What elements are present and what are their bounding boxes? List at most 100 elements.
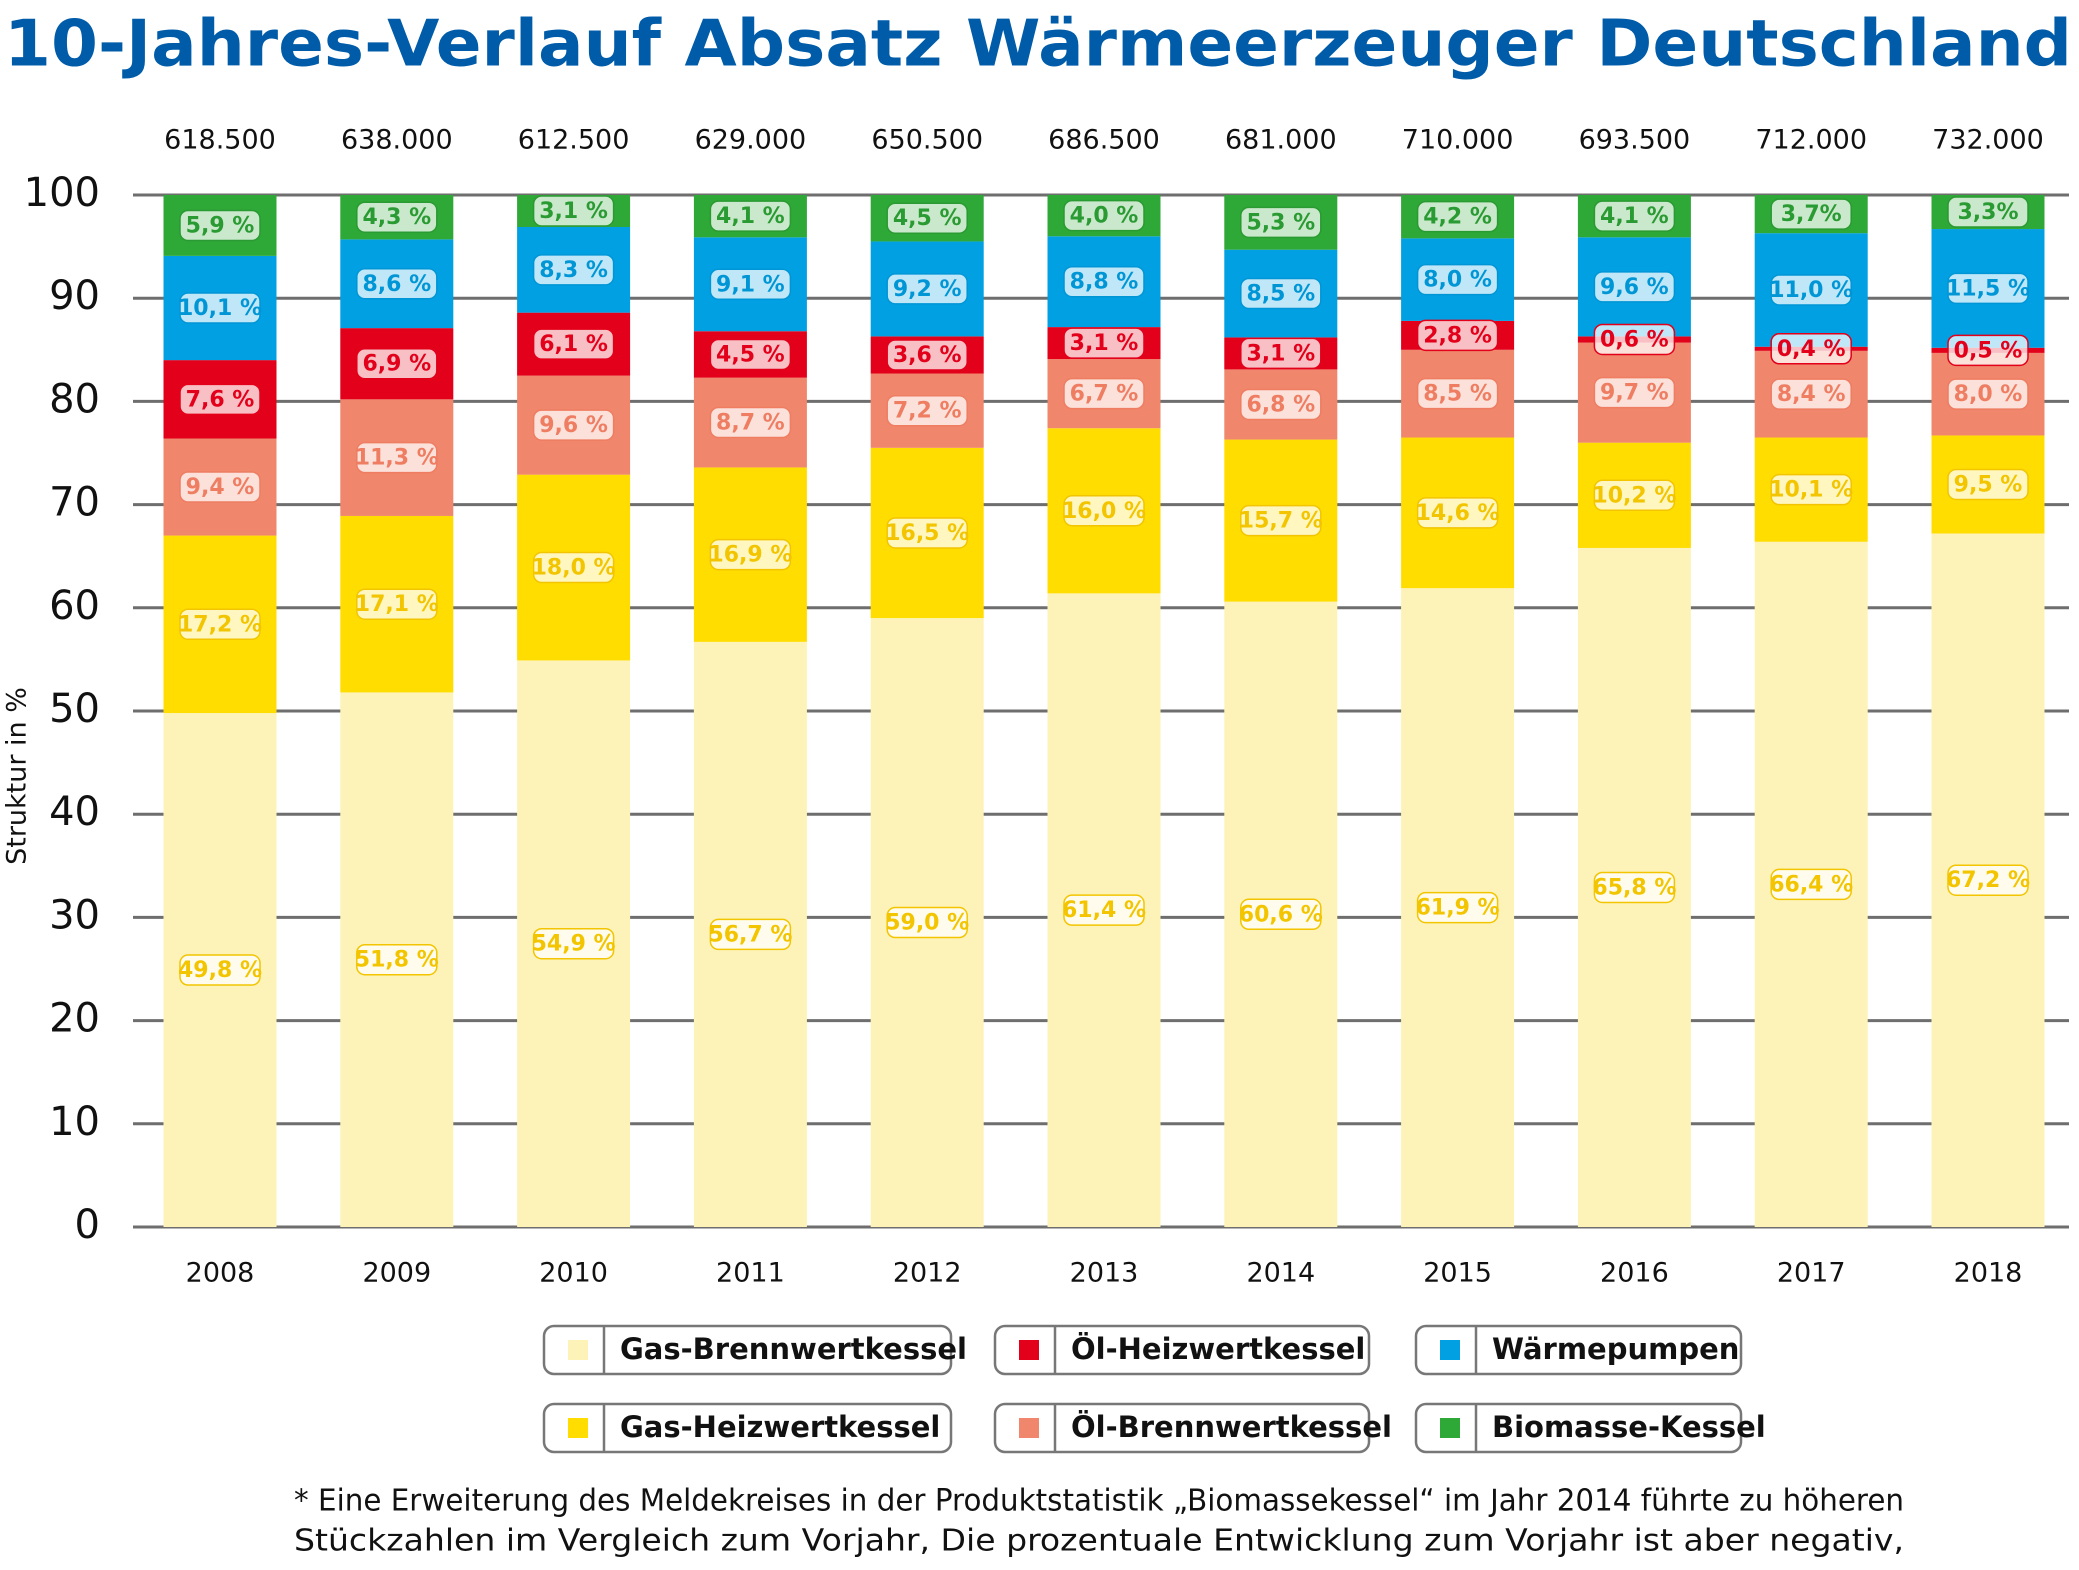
data-label-box	[1240, 337, 1322, 370]
data-label-box	[179, 608, 261, 641]
data-label-text: 11,3 %	[355, 446, 439, 471]
legend-label: Biomasse-Kessel	[1492, 1410, 1766, 1444]
data-label-text: 4,0 %	[1070, 204, 1139, 229]
data-label-box	[1947, 334, 2029, 367]
legend-label: Öl-Brennwertkessel	[1071, 1410, 1392, 1444]
data-label-box	[1240, 277, 1322, 310]
data-label-box	[709, 200, 792, 232]
data-label-text: 8,0 %	[1423, 268, 1492, 293]
data-label-box	[1240, 206, 1322, 239]
data-label-box	[1063, 377, 1145, 410]
data-label-text: 15,7 %	[1239, 509, 1323, 534]
data-label-box	[1063, 495, 1145, 527]
x-tick-label: 2009	[362, 1258, 431, 1289]
data-label: 51,8 %	[355, 943, 439, 976]
data-label-box	[532, 328, 615, 360]
data-label: 0,6 %	[1593, 323, 1676, 356]
data-label-text: 9,7 %	[1600, 381, 1669, 406]
data-label-box	[1770, 198, 1852, 230]
data-label: 54,9 %	[532, 927, 616, 960]
data-label: 8,8 %	[1063, 265, 1145, 298]
total-label: 629.000	[695, 125, 807, 156]
legend-item: Wärmepumpen	[1414, 1324, 1743, 1376]
legend-item: Öl-Brennwertkessel	[993, 1402, 1392, 1454]
data-label: 4,0 %	[1063, 199, 1145, 232]
data-label-text: 8,3 %	[539, 258, 608, 283]
data-label: 6,8 %	[1240, 388, 1322, 421]
data-label-box	[709, 338, 792, 371]
data-label-text: 7,2 %	[893, 399, 962, 424]
x-tick-label: 2014	[1246, 1258, 1315, 1289]
data-label: 61,9 %	[1416, 891, 1500, 924]
data-label-text: 8,4 %	[1777, 382, 1846, 407]
data-label-box	[709, 406, 792, 439]
data-label-text: 65,8 %	[1592, 875, 1676, 900]
legend-box	[542, 1402, 953, 1454]
data-label: 0,5 %	[1947, 334, 2029, 367]
data-label-box	[709, 918, 792, 951]
data-label-text: 51,8 %	[355, 948, 439, 973]
data-label-text: 6,7 %	[1070, 382, 1139, 407]
data-label: 15,7 %	[1239, 504, 1323, 537]
data-label-text: 10,2 %	[1592, 483, 1676, 508]
data-label-text: 0,4 %	[1777, 337, 1846, 362]
legend-label: Wärmepumpen	[1492, 1332, 1739, 1366]
y-tick-label: 100	[24, 170, 100, 216]
total-label: 693.500	[1579, 125, 1691, 156]
data-label-box	[179, 954, 261, 986]
data-label: 9,1 %	[709, 268, 792, 301]
data-label: 3,1 %	[1063, 327, 1145, 359]
legend-item: Gas-Brennwertkessel	[542, 1324, 967, 1376]
data-label-box	[532, 195, 615, 227]
data-label: 10,1 %	[1769, 473, 1853, 506]
y-tick-label: 90	[49, 273, 100, 319]
data-label-text: 4,1 %	[716, 204, 785, 229]
x-tick-label: 2017	[1777, 1258, 1846, 1289]
data-label: 9,6 %	[1593, 271, 1676, 303]
legend-swatch	[568, 1418, 588, 1438]
data-label-box	[1947, 864, 2029, 896]
data-label-text: 9,6 %	[1600, 275, 1669, 300]
x-tick-label: 2010	[539, 1258, 608, 1289]
data-label-text: 9,4 %	[186, 475, 255, 500]
total-label: 712.000	[1755, 125, 1867, 156]
data-label-box	[1593, 871, 1676, 904]
data-label-text: 6,8 %	[1246, 392, 1315, 417]
data-label-box	[1770, 473, 1852, 506]
total-label: 681.000	[1225, 125, 1337, 156]
data-label-text: 9,6 %	[539, 413, 608, 438]
chart-title: 10-Jahres-Verlauf Absatz Wärmeerzeuger D…	[4, 8, 2072, 82]
data-label: 8,0 %	[1416, 263, 1499, 296]
data-label-box	[1947, 272, 2029, 305]
data-label-box	[356, 268, 438, 300]
data-label-text: 14,6 %	[1416, 501, 1500, 526]
legend-swatch	[1019, 1418, 1039, 1438]
footnote: * Eine Erweiterung des Meldekreises in d…	[294, 1484, 1904, 1519]
data-label: 9,4 %	[179, 471, 261, 503]
data-label: 8,5 %	[1416, 377, 1499, 410]
data-label: 49,8 %	[178, 954, 262, 986]
data-label-box	[886, 906, 968, 939]
data-label-box	[1240, 504, 1322, 537]
data-label-box	[886, 394, 968, 427]
data-label-text: 10,1 %	[178, 296, 262, 321]
data-label-box	[1947, 468, 2029, 501]
data-label-text: 11,0 %	[1769, 278, 1853, 303]
data-label: 4,1 %	[709, 200, 792, 232]
data-label-text: 16,0 %	[1062, 499, 1146, 524]
data-label-text: 7,6 %	[186, 387, 255, 412]
data-label-box	[1947, 378, 2029, 410]
data-label: 11,5 %	[1946, 272, 2030, 305]
y-tick-label: 50	[49, 686, 100, 732]
data-label-box	[532, 551, 615, 584]
data-label: 4,3 %	[356, 201, 438, 233]
data-label-box	[356, 943, 438, 976]
data-label-text: 4,2 %	[1423, 205, 1492, 230]
data-label-box	[1770, 333, 1852, 365]
data-label-text: 9,2 %	[893, 277, 962, 302]
y-tick-label: 60	[49, 583, 100, 629]
data-label: 0,4 %	[1770, 333, 1852, 365]
data-label-text: 8,0 %	[1954, 382, 2023, 407]
data-label: 8,3 %	[532, 254, 615, 286]
